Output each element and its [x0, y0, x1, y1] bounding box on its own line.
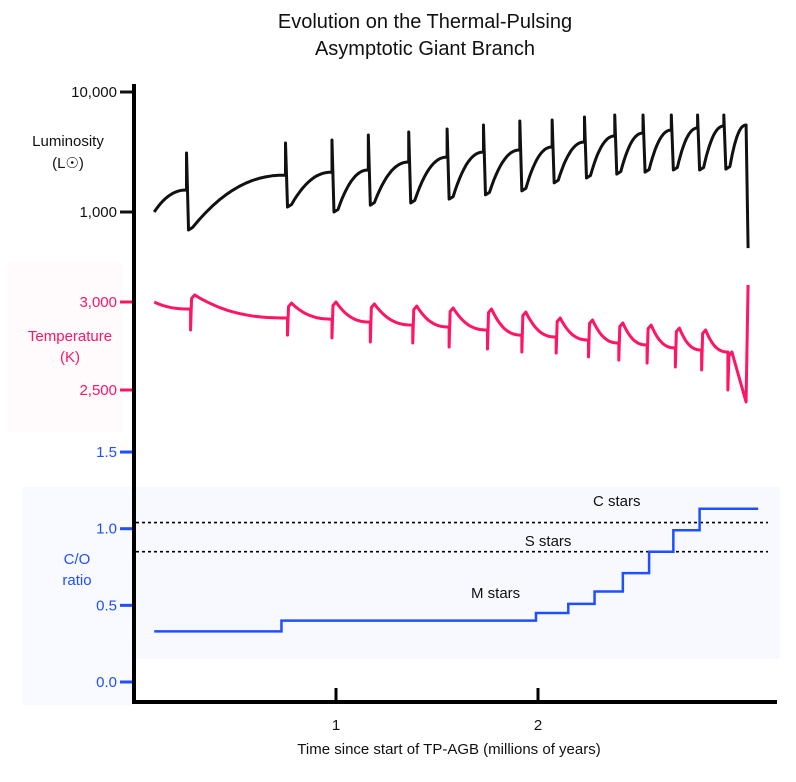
temperature-tick-label: 3,000: [79, 294, 117, 311]
temperature-series: [153, 284, 750, 404]
co-ratio-tick-label: 1.5: [96, 444, 117, 461]
luminosity-tick-label: 10,000: [71, 84, 117, 101]
zone-label: C stars: [593, 493, 641, 510]
luminosity-axis-unit: (L☉): [52, 155, 84, 172]
x-tick-label: 1: [332, 717, 340, 734]
co-ratio-tick-label: 0.5: [96, 597, 117, 614]
temperature-tick-label: 2,500: [79, 382, 117, 399]
chart-title-line-1: Evolution on the Thermal-Pulsing: [278, 11, 572, 33]
temperature-axis-label: Temperature: [28, 328, 112, 345]
x-axis-label: Time since start of TP-AGB (millions of …: [297, 741, 600, 758]
luminosity-tick-label: 1,000: [79, 204, 117, 221]
co-axis-unit: ratio: [62, 572, 91, 589]
co-plot-panel: [134, 487, 780, 659]
co-ratio-tick-label: 0.0: [96, 674, 117, 691]
co-axis-label: C/O: [64, 551, 91, 568]
chart-title-line-2: Asymptotic Giant Branch: [315, 38, 535, 60]
x-tick-label: 2: [534, 717, 542, 734]
co-label-panel: [22, 487, 132, 705]
temperature-label-panel: [8, 262, 122, 432]
co-ratio-series: [154, 507, 759, 633]
co-ratio-tick-label: 1.0: [96, 521, 117, 538]
luminosity-series: [152, 113, 750, 249]
zone-label: S stars: [525, 533, 572, 550]
temperature-axis-unit: (K): [60, 349, 80, 366]
luminosity-axis-label: Luminosity: [32, 133, 104, 150]
zone-label: M stars: [471, 585, 520, 602]
